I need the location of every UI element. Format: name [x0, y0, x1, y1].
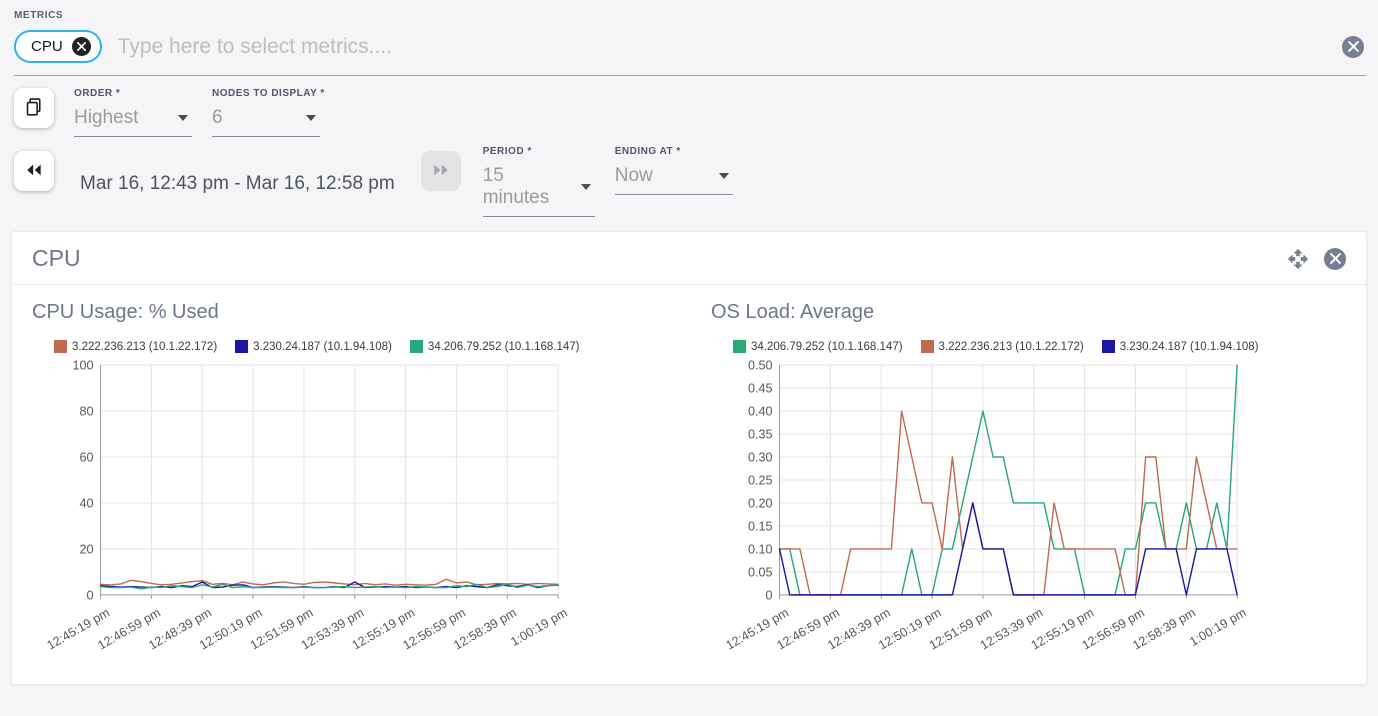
ending-at-value: Now	[615, 165, 653, 187]
nodes-select[interactable]: 6	[212, 106, 320, 137]
svg-text:60: 60	[79, 451, 93, 465]
metric-chip-label: CPU	[31, 38, 63, 55]
svg-text:0.15: 0.15	[748, 519, 772, 533]
order-field: ORDER * Highest	[74, 88, 192, 137]
duplicate-button[interactable]	[14, 88, 54, 128]
metrics-label: METRICS	[14, 10, 1366, 21]
period-value: 15 minutes	[483, 165, 571, 209]
time-forward-button[interactable]	[421, 151, 461, 191]
nodes-value: 6	[212, 107, 223, 129]
legend-label: 3.230.24.187 (10.1.94.108)	[253, 341, 392, 353]
ending-at-select[interactable]: Now	[615, 164, 733, 195]
time-range-text: Mar 16, 12:43 pm - Mar 16, 12:58 pm	[80, 173, 395, 195]
svg-text:0.10: 0.10	[748, 542, 772, 556]
chevron-down-icon	[178, 115, 188, 121]
order-value: Highest	[74, 107, 138, 129]
legend-swatch	[1102, 340, 1115, 353]
os-load-chart-title: OS Load: Average	[711, 301, 1346, 324]
order-select[interactable]: Highest	[74, 106, 192, 137]
legend-swatch	[921, 340, 934, 353]
svg-text:0.50: 0.50	[748, 359, 772, 373]
legend-swatch	[410, 340, 423, 353]
legend-label: 3.230.24.187 (10.1.94.108)	[1120, 341, 1259, 353]
legend-label: 3.222.236.213 (10.1.22.172)	[939, 341, 1084, 353]
legend-label: 3.222.236.213 (10.1.22.172)	[72, 341, 217, 353]
svg-text:1:00:19 pm: 1:00:19 pm	[508, 606, 570, 650]
time-back-button[interactable]	[14, 151, 54, 191]
svg-text:0: 0	[86, 588, 93, 602]
legend-item[interactable]: 34.206.79.252 (10.1.168.147)	[410, 340, 580, 353]
legend-item[interactable]: 3.230.24.187 (10.1.94.108)	[1102, 340, 1259, 353]
svg-text:0.30: 0.30	[748, 451, 772, 465]
order-label: ORDER *	[74, 88, 192, 99]
ending-at-label: ENDING AT *	[615, 146, 733, 157]
legend-swatch	[54, 340, 67, 353]
cpu-usage-chart-title: CPU Usage: % Used	[32, 301, 667, 324]
legend-item[interactable]: 3.222.236.213 (10.1.22.172)	[921, 340, 1084, 353]
nodes-field: NODES TO DISPLAY * 6	[212, 88, 325, 137]
legend-item[interactable]: 3.222.236.213 (10.1.22.172)	[54, 340, 217, 353]
cpu-usage-chart: CPU Usage: % Used 3.222.236.213 (10.1.22…	[32, 297, 667, 657]
legend-label: 34.206.79.252 (10.1.168.147)	[428, 341, 580, 353]
legend-swatch	[733, 340, 746, 353]
os-load-legend: 34.206.79.252 (10.1.168.147) 3.222.236.21…	[733, 340, 1346, 353]
svg-text:0.45: 0.45	[748, 382, 772, 396]
metrics-search-input[interactable]	[118, 35, 1326, 59]
chip-remove-icon[interactable]	[72, 37, 91, 56]
copy-icon	[24, 96, 45, 120]
svg-text:0.35: 0.35	[748, 428, 772, 442]
svg-text:0.25: 0.25	[748, 474, 772, 488]
svg-text:0.40: 0.40	[748, 405, 772, 419]
nodes-label: NODES TO DISPLAY *	[212, 88, 325, 99]
svg-text:1:00:19 pm: 1:00:19 pm	[1187, 606, 1249, 650]
move-widget-icon[interactable]	[1287, 248, 1309, 270]
panel-header: CPU	[12, 232, 1366, 285]
fast-forward-icon	[431, 160, 451, 183]
legend-label: 34.206.79.252 (10.1.168.147)	[751, 341, 903, 353]
close-widget-button[interactable]	[1324, 248, 1346, 270]
metric-chip-cpu[interactable]: CPU	[14, 30, 102, 63]
clear-metrics-button[interactable]	[1342, 36, 1364, 58]
svg-text:0.20: 0.20	[748, 496, 772, 510]
chevron-down-icon	[581, 184, 591, 190]
chevron-down-icon	[719, 173, 729, 179]
metrics-input-row: CPU	[14, 21, 1366, 76]
metrics-section: METRICS CPU	[0, 0, 1378, 76]
os-load-plot: 0 0.05 0.10 0.15 0.20 0.25 0.30 0.35 0.40 0.45 0.5…	[711, 355, 1346, 657]
ending-at-field: ENDING AT * Now	[615, 146, 733, 195]
cpu-widget-panel: CPU CPU Usage: % Used 3.222.236.213 (10.…	[11, 231, 1367, 685]
period-field: PERIOD * 15 minutes	[483, 146, 595, 217]
cpu-usage-plot: 02040608010012:45:19 pm12:46:59 pm12:48:…	[32, 355, 667, 657]
rewind-icon	[24, 160, 44, 183]
legend-swatch	[235, 340, 248, 353]
os-load-chart: OS Load: Average 34.206.79.252 (10.1.168…	[711, 297, 1346, 657]
period-label: PERIOD *	[483, 146, 595, 157]
legend-item[interactable]: 34.206.79.252 (10.1.168.147)	[733, 340, 903, 353]
period-select[interactable]: 15 minutes	[483, 164, 595, 217]
svg-text:40: 40	[79, 496, 93, 510]
cpu-usage-legend: 3.222.236.213 (10.1.22.172) 3.230.24.187 …	[54, 340, 667, 353]
svg-text:20: 20	[79, 542, 93, 556]
chevron-down-icon	[306, 115, 316, 121]
svg-text:0: 0	[765, 588, 772, 602]
panel-title: CPU	[32, 245, 81, 272]
svg-text:0.05: 0.05	[748, 565, 772, 579]
svg-text:80: 80	[79, 405, 93, 419]
controls-section: ORDER * Highest NODES TO DISPLAY * 6 Mar…	[0, 76, 1378, 217]
legend-item[interactable]: 3.230.24.187 (10.1.94.108)	[235, 340, 392, 353]
svg-text:100: 100	[72, 359, 93, 373]
